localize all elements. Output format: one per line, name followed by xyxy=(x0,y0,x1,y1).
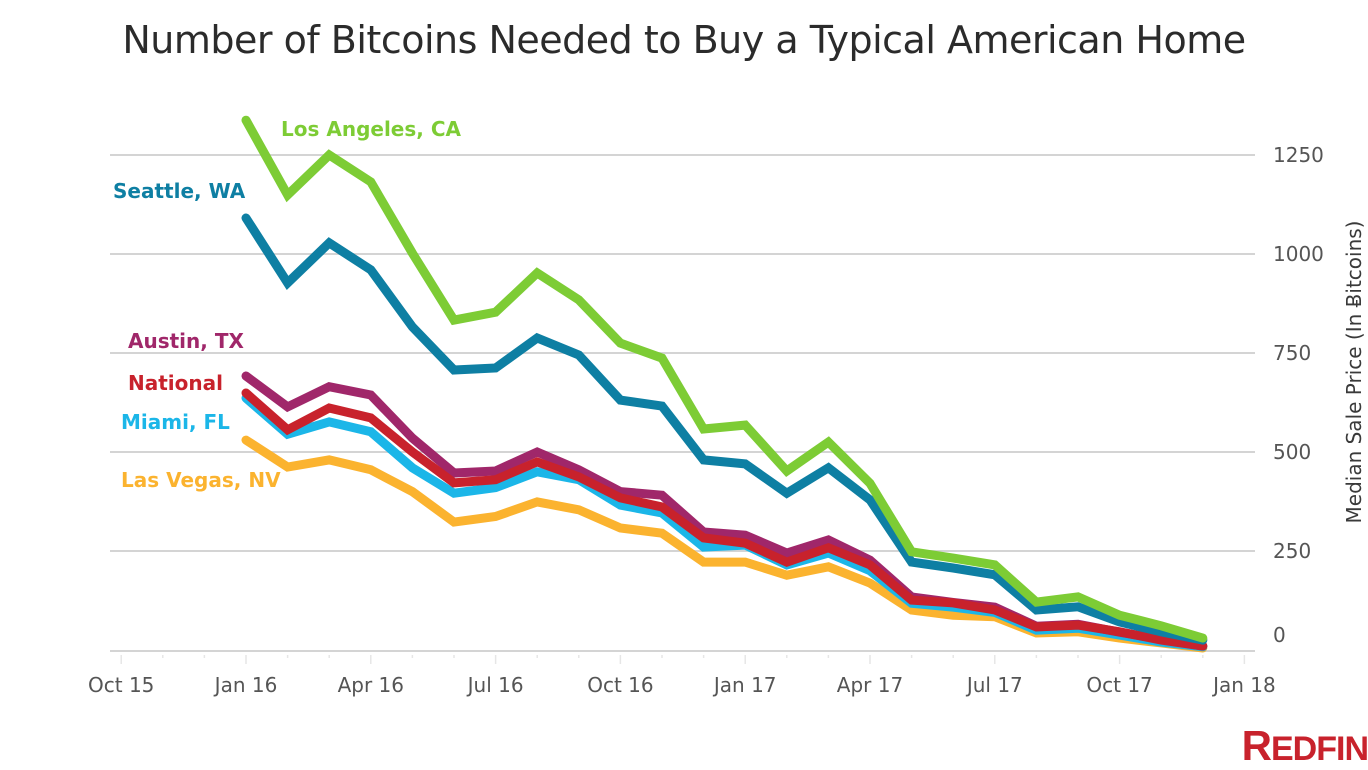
x-tick-label: Apr 17 xyxy=(837,673,903,697)
x-tick-label: Oct 17 xyxy=(1086,673,1152,697)
y-axis-label: Median Sale Price (In Ƀitcoins) xyxy=(1342,221,1366,524)
series-label-las-vegas-nv: Las Vegas, NV xyxy=(121,468,281,492)
x-tick-label: Oct 16 xyxy=(587,673,653,697)
logo-rest: EDFIN xyxy=(1271,730,1368,768)
logo-initial: R xyxy=(1241,722,1272,769)
y-tick-label: 1250 xyxy=(1273,143,1324,167)
x-tick-label: Jul 16 xyxy=(466,673,524,697)
series-labels: Los Angeles, CA Seattle, WA Austin, TX Nati… xyxy=(113,117,462,492)
series-label-seattle-wa: Seattle, WA xyxy=(113,179,246,203)
series-label-austin-tx: Austin, TX xyxy=(128,329,244,353)
redfin-logo: REDFIN xyxy=(1242,722,1368,770)
series-label-los-angeles-ca: Los Angeles, CA xyxy=(281,117,462,141)
x-tick-label: Jan 16 xyxy=(213,673,278,697)
y-tick-label: 750 xyxy=(1273,341,1311,365)
x-axis: Oct 15 Jan 16 Apr 16 Jul 16 Oct 16 Jan 17 Apr … xyxy=(88,650,1276,697)
y-tick-label: 0 xyxy=(1273,623,1286,647)
y-tick-label: 500 xyxy=(1273,440,1311,464)
series-lines xyxy=(241,115,1208,653)
series-line-seattle-wa xyxy=(241,213,1208,645)
y-axis: 0 250 500 750 1000 1250 xyxy=(1273,143,1324,647)
series-line-los-angeles-ca xyxy=(241,115,1208,643)
x-tick-label: Jul 17 xyxy=(965,673,1023,697)
x-tick-label: Oct 15 xyxy=(88,673,154,697)
y-tick-label: 250 xyxy=(1273,539,1311,563)
gridlines xyxy=(110,154,1255,552)
chart-title: Number of Bitcoins Needed to Buy a Typic… xyxy=(122,18,1246,62)
series-label-miami-fl: Miami, FL xyxy=(121,410,230,434)
x-tick-label: Jan 18 xyxy=(1211,673,1276,697)
series-line-national xyxy=(241,388,1208,651)
x-tick-label: Apr 16 xyxy=(338,673,404,697)
y-tick-label: 1000 xyxy=(1273,242,1324,266)
x-tick-label: Jan 17 xyxy=(712,673,777,697)
series-label-national: National xyxy=(128,371,223,395)
